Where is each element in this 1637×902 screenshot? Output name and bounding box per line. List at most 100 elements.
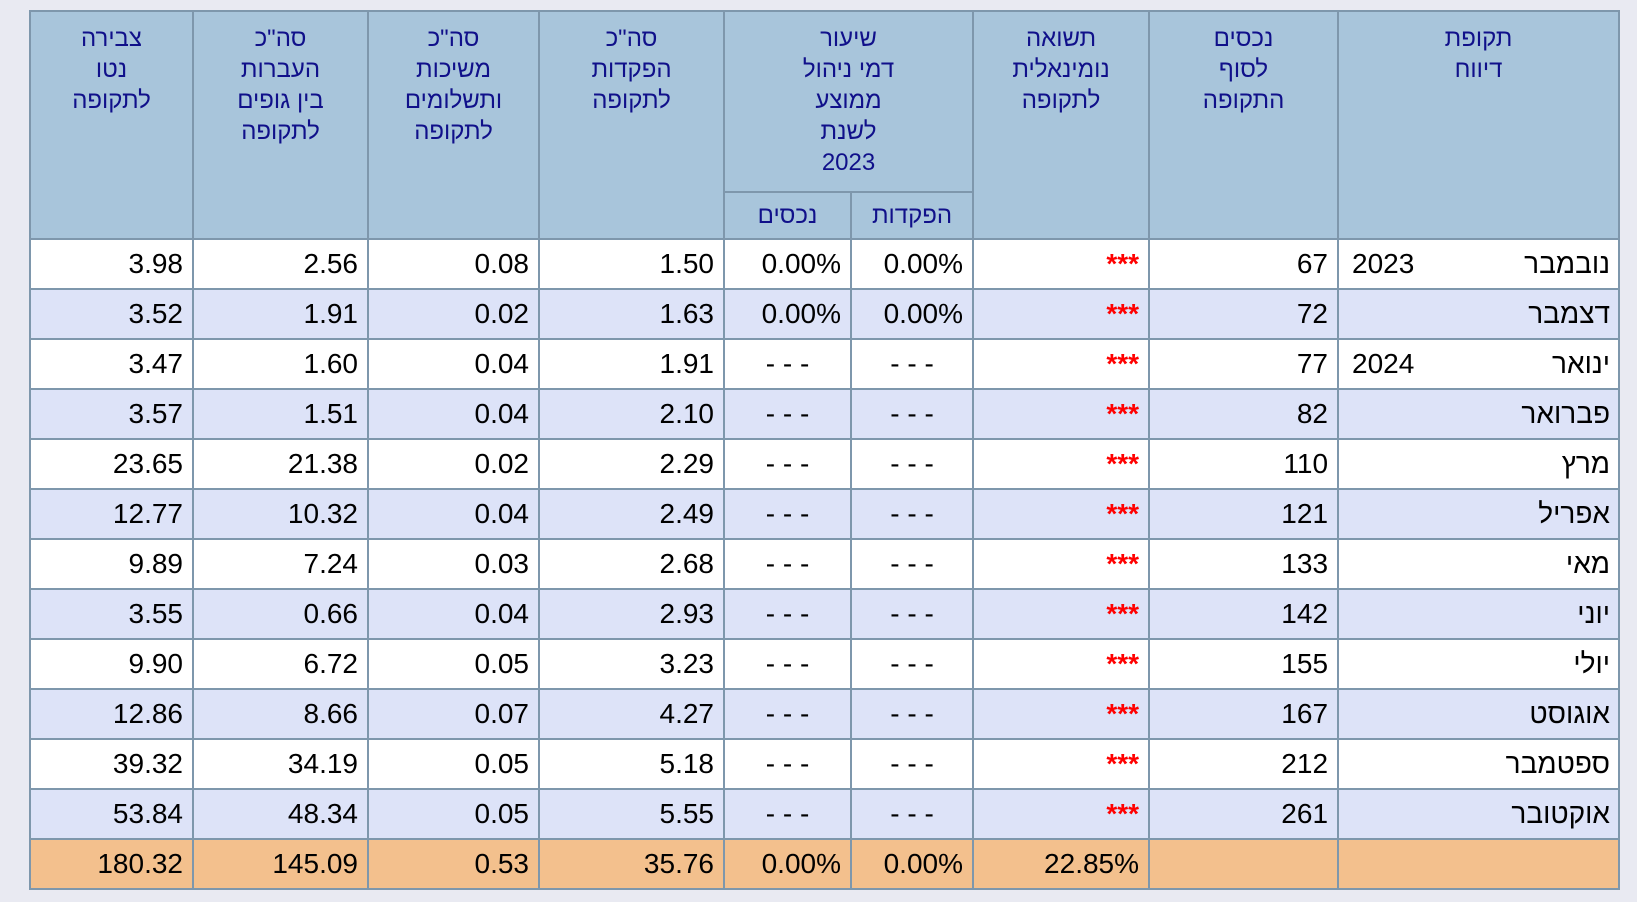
col-header-avg-management-fee-2023: שיעור דמי ניהול ממוצע לשנת 2023 <box>722 10 975 193</box>
net-accumulation-cell: 9.90 <box>29 638 194 690</box>
net-accumulation-cell: 23.65 <box>29 438 194 490</box>
fee-assets-cell: - - - <box>722 788 853 840</box>
subcol-header-fee-assets: נכסים <box>722 191 853 240</box>
period-cell: אפריל <box>1337 488 1621 540</box>
fee-assets-cell: - - - <box>722 588 853 640</box>
col-header-nominal-return: תשואה נומינאלית לתקופה <box>972 10 1151 240</box>
fee-assets-cell: - - - <box>722 538 853 590</box>
nominal-return-cell: *** <box>972 788 1151 840</box>
col-header-total-transfers: סה"כ העברות בין גופים לתקופה <box>192 10 369 240</box>
transfers-cell: 2.56 <box>192 238 369 290</box>
net-accumulation-total-cell: 180.32 <box>29 838 194 890</box>
withdrawals-cell: 0.04 <box>367 338 540 390</box>
assets-cell: 67 <box>1148 238 1340 290</box>
period-month: ינואר <box>1552 348 1611 379</box>
withdrawals-cell: 0.07 <box>367 688 540 740</box>
deposits-total-cell: 35.76 <box>538 838 725 890</box>
nominal-return-cell: *** <box>972 538 1151 590</box>
assets-cell: 110 <box>1148 438 1340 490</box>
withdrawals-cell: 0.03 <box>367 538 540 590</box>
period-total-cell <box>1337 838 1621 890</box>
deposits-cell: 3.23 <box>538 638 725 690</box>
assets-cell: 77 <box>1148 338 1340 390</box>
period-cell: נובמבר 2023 <box>1337 238 1621 290</box>
nominal-return-cell: *** <box>972 688 1151 740</box>
fee-deposits-cell: 0.00% <box>850 238 975 290</box>
transfers-cell: 1.51 <box>192 388 369 440</box>
period-cell: מרץ <box>1337 438 1621 490</box>
nominal-return-cell: *** <box>972 438 1151 490</box>
fee-assets-cell: - - - <box>722 638 853 690</box>
period-month: מרץ <box>1561 448 1611 479</box>
table-row: פברואר 82 *** - - - - - - 2.10 0.04 1.51… <box>29 388 1621 440</box>
nominal-return-cell: *** <box>972 338 1151 390</box>
period-month: אוקטובר <box>1511 798 1611 829</box>
subcol-header-fee-deposits: הפקדות <box>850 191 975 240</box>
withdrawals-cell: 0.02 <box>367 438 540 490</box>
deposits-cell: 2.68 <box>538 538 725 590</box>
assets-cell: 167 <box>1148 688 1340 740</box>
assets-cell: 142 <box>1148 588 1340 640</box>
period-month: אפריל <box>1538 498 1611 529</box>
fee-assets-cell: 0.00% <box>722 288 853 340</box>
col-header-total-deposits: סה"כ הפקדות לתקופה <box>538 10 725 240</box>
net-accumulation-cell: 12.77 <box>29 488 194 540</box>
table-row: יוני 142 *** - - - - - - 2.93 0.04 0.66 … <box>29 588 1621 640</box>
fee-deposits-cell: - - - <box>850 338 975 390</box>
period-cell: דצמבר <box>1337 288 1621 340</box>
nominal-return-cell: *** <box>972 588 1151 640</box>
withdrawals-cell: 0.05 <box>367 738 540 790</box>
fee-deposits-cell: - - - <box>850 438 975 490</box>
table-row: דצמבר 72 *** 0.00% 0.00% 1.63 0.02 1.91 … <box>29 288 1621 340</box>
transfers-cell: 1.60 <box>192 338 369 390</box>
nominal-return-cell: *** <box>972 288 1151 340</box>
assets-cell: 121 <box>1148 488 1340 540</box>
period-year: 2024 <box>1352 348 1415 379</box>
fee-assets-cell: 0.00% <box>722 238 853 290</box>
withdrawals-cell: 0.05 <box>367 638 540 690</box>
fee-assets-cell: - - - <box>722 488 853 540</box>
deposits-cell: 2.29 <box>538 438 725 490</box>
period-cell: ספטמבר <box>1337 738 1621 790</box>
period-month: פברואר <box>1521 398 1611 429</box>
net-accumulation-cell: 53.84 <box>29 788 194 840</box>
net-accumulation-cell: 3.47 <box>29 338 194 390</box>
period-month: ספטמבר <box>1505 748 1611 779</box>
withdrawals-cell: 0.04 <box>367 388 540 440</box>
transfers-cell: 6.72 <box>192 638 369 690</box>
withdrawals-cell: 0.04 <box>367 588 540 640</box>
deposits-cell: 2.49 <box>538 488 725 540</box>
fee-assets-cell: - - - <box>722 338 853 390</box>
fee-deposits-cell: - - - <box>850 788 975 840</box>
assets-cell: 155 <box>1148 638 1340 690</box>
withdrawals-cell: 0.04 <box>367 488 540 540</box>
table-row: ספטמבר 212 *** - - - - - - 5.18 0.05 34.… <box>29 738 1621 790</box>
net-accumulation-cell: 3.57 <box>29 388 194 440</box>
deposits-cell: 1.91 <box>538 338 725 390</box>
fee-deposits-cell: - - - <box>850 538 975 590</box>
period-cell: ינואר 2024 <box>1337 338 1621 390</box>
col-header-reporting-period: תקופת דיווח <box>1337 10 1621 240</box>
fee-deposits-cell: - - - <box>850 688 975 740</box>
period-month: אוגוסט <box>1529 698 1611 729</box>
period-cell: פברואר <box>1337 388 1621 440</box>
withdrawals-cell: 0.05 <box>367 788 540 840</box>
assets-cell: 212 <box>1148 738 1340 790</box>
period-year: 2023 <box>1352 248 1415 279</box>
period-cell: אוגוסט <box>1337 688 1621 740</box>
fee-assets-cell: - - - <box>722 688 853 740</box>
fee-assets-cell: - - - <box>722 388 853 440</box>
deposits-cell: 4.27 <box>538 688 725 740</box>
fee-deposits-cell: - - - <box>850 388 975 440</box>
deposits-cell: 5.18 <box>538 738 725 790</box>
period-month: נובמבר <box>1524 248 1611 279</box>
nominal-return-total-cell: 22.85% <box>972 838 1151 890</box>
fee-assets-total-cell: 0.00% <box>722 838 853 890</box>
withdrawals-total-cell: 0.53 <box>367 838 540 890</box>
assets-cell: 261 <box>1148 788 1340 840</box>
transfers-cell: 21.38 <box>192 438 369 490</box>
nominal-return-cell: *** <box>972 638 1151 690</box>
assets-cell: 72 <box>1148 288 1340 340</box>
transfers-cell: 1.91 <box>192 288 369 340</box>
fee-deposits-cell: - - - <box>850 488 975 540</box>
